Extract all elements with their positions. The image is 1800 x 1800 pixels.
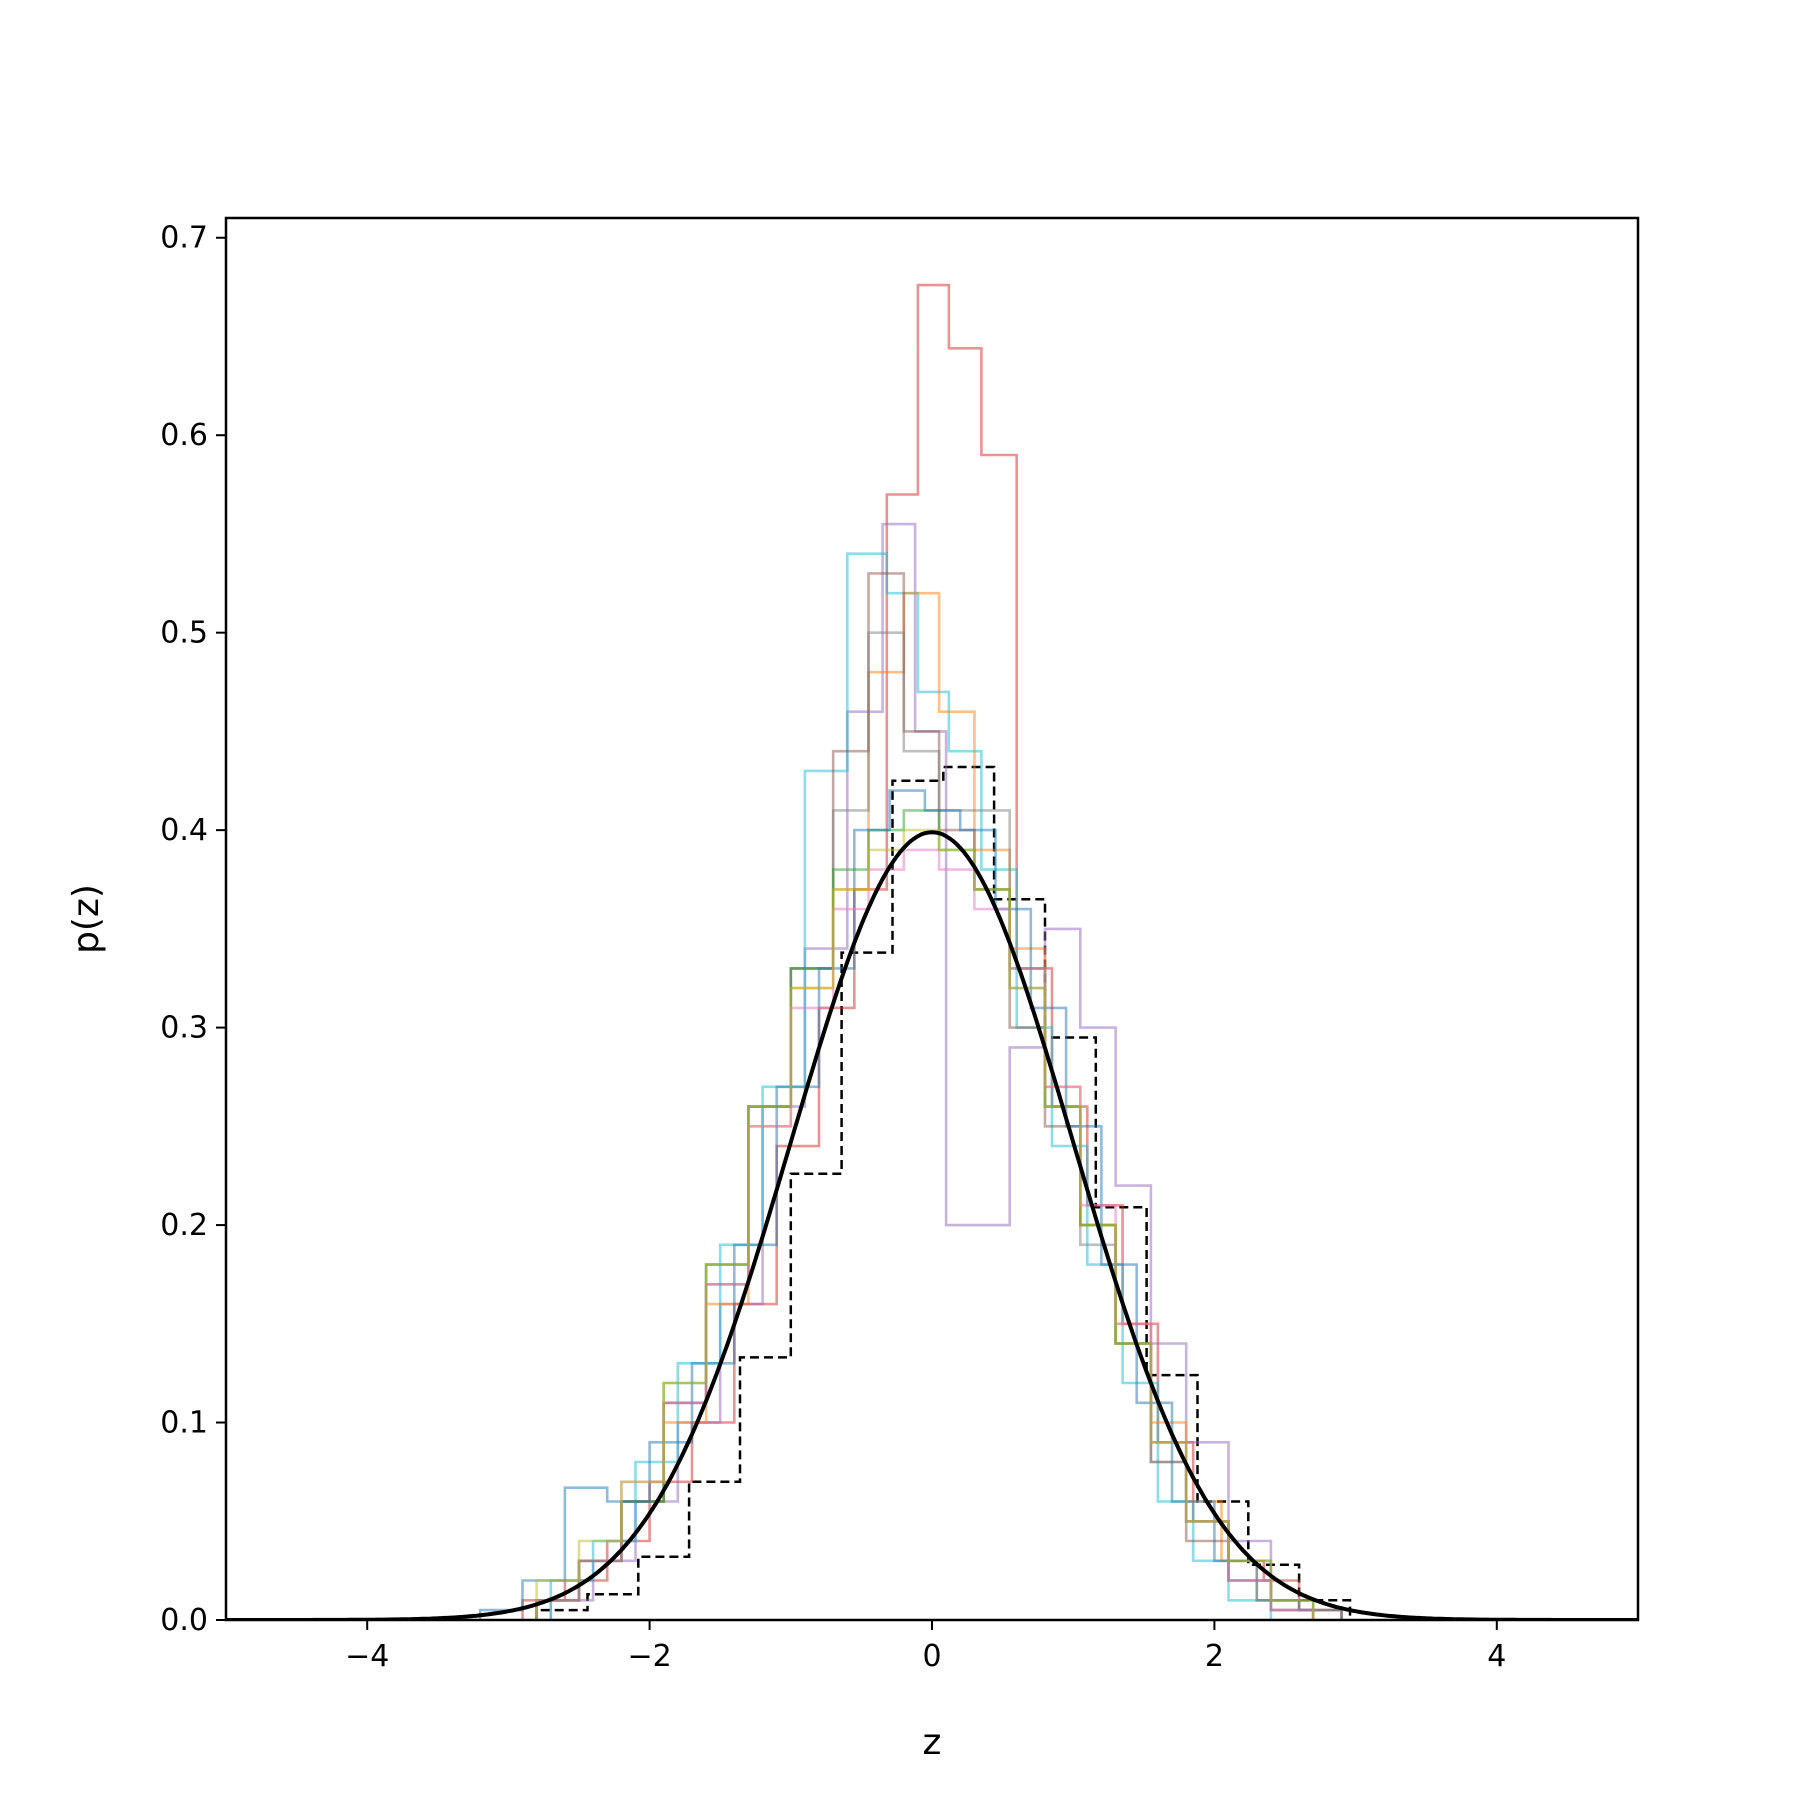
x-tick-label: −4 xyxy=(345,1639,389,1674)
x-tick-label: 0 xyxy=(922,1639,941,1674)
y-tick-label: 0.7 xyxy=(160,221,208,256)
histogram-step-2 xyxy=(549,522,1315,1620)
y-axis-label: p(z) xyxy=(66,884,107,954)
y-tick-label: 0.4 xyxy=(160,813,208,848)
x-tick-label: 4 xyxy=(1487,1639,1506,1674)
normal-pdf-curve xyxy=(226,830,1638,1620)
y-tick-label: 0.3 xyxy=(160,1011,208,1046)
y-tick-label: 0.5 xyxy=(160,616,208,651)
histogram-step-10 xyxy=(535,828,1315,1620)
reference-curve-layer xyxy=(226,830,1638,1620)
x-tick-label: −2 xyxy=(627,1639,671,1674)
histogram-reference-dashed xyxy=(535,765,1352,1620)
y-tick-label: 0.1 xyxy=(160,1406,208,1441)
histogram-step-8 xyxy=(478,789,1343,1620)
histogram-step-1 xyxy=(521,283,1343,1620)
y-tick-label: 0.6 xyxy=(160,418,208,453)
x-axis-label: z xyxy=(923,1722,942,1763)
x-tick-label: 2 xyxy=(1205,1639,1224,1674)
axis-ticks: −4 −2 0 2 4 0.0 0.1 0.2 0.3 0.4 0.5 0.6 0.7 xyxy=(160,221,1506,1674)
plot-frame xyxy=(224,216,1640,1622)
histogram-step-3 xyxy=(549,552,1273,1620)
y-tick-label: 0.2 xyxy=(160,1208,208,1243)
y-tick-label: 0.0 xyxy=(160,1603,208,1638)
histogram-series xyxy=(478,283,1352,1620)
